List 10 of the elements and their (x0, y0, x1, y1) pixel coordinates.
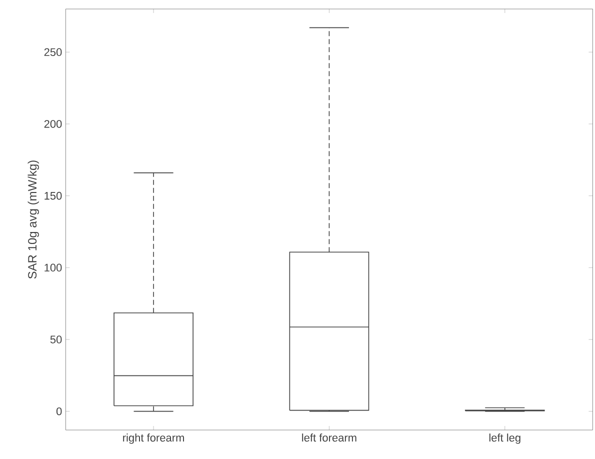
x-tick-label: left leg (489, 434, 520, 444)
y-tick-label: 250 (44, 48, 62, 56)
y-axis-title: SAR 10g avg (mW/kg) (28, 160, 39, 279)
y-tick-label: 200 (44, 120, 62, 128)
x-tick-label: right forearm (123, 434, 184, 444)
y-tick-label: 50 (50, 336, 62, 344)
x-tick-label: left forearm (302, 434, 356, 442)
y-tick-label: 100 (44, 264, 62, 272)
y-tick-label: 0 (56, 407, 62, 416)
y-tick-label: 150 (44, 192, 62, 200)
